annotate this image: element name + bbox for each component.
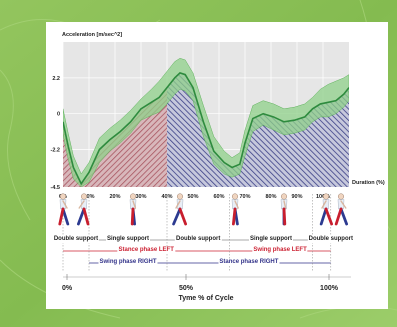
variance-band-area <box>63 58 349 187</box>
walker-head <box>280 193 287 200</box>
x-tick-label: 90% <box>291 194 302 200</box>
walker-leg-left <box>324 207 333 226</box>
walker-icon <box>129 193 137 226</box>
walker-head <box>322 193 329 200</box>
cycle-tick-label: 100% <box>320 285 339 292</box>
walker-leg-right <box>319 207 327 226</box>
walker-arm <box>320 200 327 209</box>
walker-head <box>59 193 66 200</box>
support-phase-label: Double support <box>52 236 100 243</box>
cycle-tick-label: 50% <box>179 285 194 292</box>
walker-head <box>80 193 87 200</box>
walker-leg-left <box>178 207 188 226</box>
x-tick-label: 70% <box>239 194 250 200</box>
cycle-axis-ticks: 0% 50% 100% <box>62 274 339 292</box>
walker-leg-right <box>172 207 182 226</box>
walker-arm <box>233 200 239 209</box>
walker-leg-left <box>334 207 343 226</box>
walker-icon <box>58 193 70 226</box>
walker-arm <box>283 200 287 209</box>
mean-line <box>63 72 349 186</box>
walker-arm <box>78 200 85 209</box>
y-tick-label: 2.2 <box>52 76 60 82</box>
walker-icon <box>231 193 239 226</box>
y-tick-label: 0 <box>57 112 60 118</box>
walker-icon <box>172 193 188 226</box>
x-axis-label: Duration (%) <box>352 180 385 186</box>
mean-line-path <box>63 72 349 186</box>
walker-icon <box>319 193 333 226</box>
walker-arm <box>132 200 137 209</box>
variance-band <box>63 58 349 187</box>
walker-leg-left <box>130 207 135 226</box>
chart-card: Acceleration [m/sec^2] 2.2 0 -2.2 -4.5 0% 10… <box>46 22 388 309</box>
support-phase-label: Double support <box>175 236 222 243</box>
walker-leg-left <box>282 207 287 226</box>
walker-leg-left <box>231 207 236 226</box>
x-tick-label: 30% <box>135 194 146 200</box>
walker-head <box>130 193 137 200</box>
y-tick-label: -4.5 <box>51 185 60 191</box>
support-phase-label: Double support <box>307 236 354 243</box>
stance-right-label: Stance phase RIGHT <box>218 259 280 266</box>
x-tick-label: 50% <box>187 194 198 200</box>
walker-head <box>176 193 183 200</box>
walker-icon <box>334 193 349 226</box>
walker-torso <box>59 199 67 210</box>
swing-right-label: Swing phase RIGHT <box>98 259 158 266</box>
support-phase-label: Single support <box>106 236 150 243</box>
cycle-axis-title: Tyme % of Cycle <box>178 295 233 302</box>
walker-leg-left <box>82 207 90 226</box>
swing-left-label: Swing phase LEFT <box>252 247 308 254</box>
y-axis-label: Acceleration [m/sec^2] <box>62 32 122 38</box>
walker-arm <box>340 200 347 209</box>
walker-head <box>338 193 345 200</box>
walker-arm <box>175 200 181 209</box>
walker-icon <box>280 193 288 226</box>
walker-leg-right <box>339 207 349 226</box>
support-phase-label: Single support <box>249 236 293 243</box>
walker-leg-right <box>76 207 86 226</box>
walker-torso <box>337 199 345 210</box>
walker-arm <box>62 200 68 209</box>
walker-torso <box>231 199 238 210</box>
x-tick-label: 60% <box>213 194 224 200</box>
x-tick-label: 80% <box>265 194 276 200</box>
cycle-tick-label: 0% <box>62 285 73 292</box>
acceleration-chart: Acceleration [m/sec^2] 2.2 0 -2.2 -4.5 0% 10… <box>51 32 385 302</box>
stance-left-label: Stance phase LEFT <box>117 247 175 254</box>
y-tick-labels: 2.2 0 -2.2 -4.5 <box>51 76 60 191</box>
y-tick-label: -2.2 <box>51 148 60 154</box>
x-tick-label: 20% <box>109 194 120 200</box>
walker-icon <box>76 193 90 226</box>
walker-head <box>231 193 238 200</box>
walker-leg-left <box>58 207 65 226</box>
